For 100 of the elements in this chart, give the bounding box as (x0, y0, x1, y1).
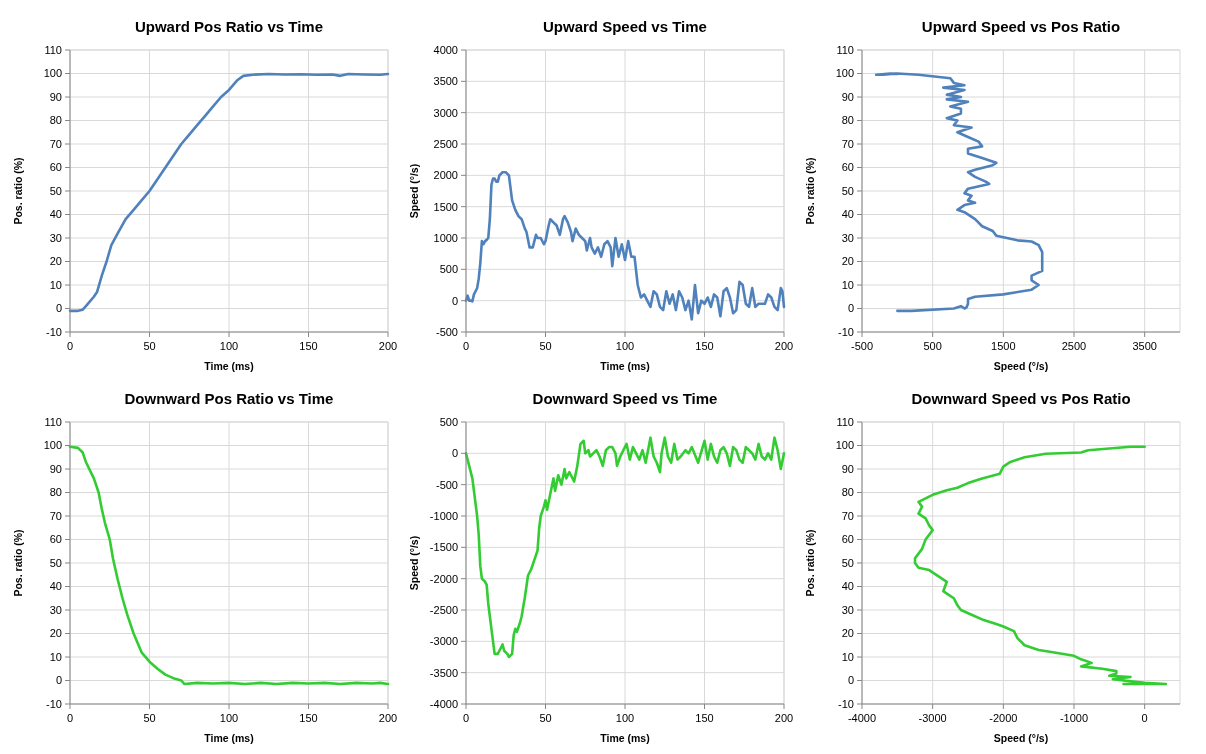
y-tick-label: 80 (841, 486, 854, 499)
y-tick-label: 70 (841, 509, 854, 522)
y-tick-label: 50 (841, 184, 854, 197)
y-tick-label: 90 (841, 462, 854, 475)
x-tick-label: 200 (774, 712, 794, 724)
y-tick-label: -10 (46, 325, 62, 338)
x-tick-label: 100 (219, 340, 239, 352)
y-tick-label: 110 (44, 43, 62, 56)
x-axis-title: Speed (°/s) (993, 360, 1049, 372)
chart-title: Upward Speed vs Pos Ratio (921, 18, 1121, 35)
x-axis-title: Speed (°/s) (993, 732, 1049, 744)
x-tick-label: 100 (219, 712, 239, 724)
chart-title: Downward Speed vs Pos Ratio (911, 390, 1131, 407)
y-tick-label: 10 (49, 278, 62, 291)
chart-title: Downward Pos Ratio vs Time (124, 390, 334, 407)
x-tick-label: 0 (462, 340, 470, 352)
line-series (913, 445, 1168, 686)
line-series (874, 72, 1044, 313)
chart-title: Downward Speed vs Time (532, 390, 718, 407)
y-axis-title: Pos. ratio (%) (804, 157, 816, 225)
y-tick-label: 30 (841, 231, 854, 244)
x-tick-label: 150 (695, 712, 714, 724)
y-tick-label: 100 (835, 67, 854, 80)
y-tick-label: 70 (49, 509, 62, 522)
x-tick-label: 50 (143, 712, 156, 724)
x-tick-label: -1000 (1059, 712, 1089, 724)
y-tick-label: 0 (55, 674, 62, 687)
y-tick-label: 80 (49, 114, 62, 127)
y-tick-label: 3000 (433, 106, 458, 119)
x-tick-label: 500 (923, 340, 942, 352)
y-tick-label: 0 (451, 447, 458, 460)
y-tick-label: 3500 (433, 75, 458, 88)
y-tick-label: 60 (49, 161, 62, 174)
y-tick-label: 110 (836, 43, 854, 56)
y-axis-title: Speed (°/s) (408, 163, 420, 219)
y-tick-label: 0 (55, 302, 62, 315)
line-series (464, 170, 786, 321)
y-tick-label: 4000 (433, 43, 458, 56)
x-tick-label: 200 (378, 712, 398, 724)
chart-title: Upward Pos Ratio vs Time (134, 18, 324, 35)
y-tick-label: 40 (841, 208, 854, 221)
x-axis-title: Time (ms) (600, 360, 650, 372)
y-tick-label: 20 (49, 255, 62, 268)
x-tick-label: 0 (66, 340, 74, 352)
y-tick-label: 100 (835, 439, 854, 452)
x-tick-label: 50 (143, 340, 156, 352)
y-tick-label: -3000 (429, 635, 458, 648)
y-axis-title: Speed (°/s) (408, 535, 420, 591)
y-tick-label: 500 (439, 415, 458, 428)
x-tick-label: 100 (615, 712, 635, 724)
y-tick-label: 110 (44, 415, 62, 428)
x-axis-title: Time (ms) (600, 732, 650, 744)
x-tick-label: 150 (695, 340, 714, 352)
x-tick-label: 100 (615, 340, 635, 352)
y-tick-label: 0 (847, 302, 854, 315)
x-tick-label: 1500 (991, 340, 1016, 352)
y-axis-title: Pos. ratio (%) (804, 529, 816, 597)
y-tick-label: -500 (435, 478, 458, 491)
chart-title: Upward Speed vs Time (543, 18, 707, 35)
y-axis-title: Pos. ratio (%) (12, 157, 24, 225)
y-tick-label: 30 (49, 603, 62, 616)
x-tick-label: 0 (462, 712, 470, 724)
y-tick-label: -2500 (429, 603, 458, 616)
y-tick-label: 90 (49, 90, 62, 103)
y-tick-label: 2500 (433, 137, 458, 150)
x-tick-label: 50 (539, 340, 552, 352)
y-tick-label: 100 (43, 67, 62, 80)
y-tick-label: -1000 (429, 509, 458, 522)
y-tick-label: 80 (49, 486, 62, 499)
y-tick-label: 30 (841, 603, 854, 616)
y-tick-label: -10 (46, 697, 62, 710)
y-tick-label: 90 (49, 462, 62, 475)
y-tick-label: 20 (841, 255, 854, 268)
line-series (464, 436, 786, 659)
x-tick-label: 150 (299, 340, 318, 352)
y-tick-label: 10 (841, 278, 854, 291)
x-tick-label: 0 (1141, 712, 1148, 724)
y-tick-label: 500 (439, 263, 458, 276)
y-tick-label: 1500 (433, 200, 458, 213)
x-tick-label: 200 (378, 340, 398, 352)
y-tick-label: 70 (49, 137, 62, 150)
y-tick-label: -10 (838, 697, 854, 710)
y-tick-label: 20 (841, 627, 854, 640)
x-tick-label: 150 (299, 712, 318, 724)
y-tick-label: 40 (49, 580, 62, 593)
y-tick-label: 10 (841, 650, 854, 663)
x-tick-label: 2500 (1061, 340, 1087, 352)
y-tick-label: -4000 (429, 697, 458, 710)
x-tick-label: 3500 (1132, 340, 1157, 352)
y-tick-label: 1000 (433, 231, 458, 244)
y-tick-label: 20 (49, 627, 62, 640)
y-tick-label: 50 (841, 556, 854, 569)
y-tick-label: -10 (838, 325, 854, 338)
y-tick-label: 60 (841, 161, 854, 174)
y-tick-label: 100 (43, 439, 62, 452)
y-tick-label: 110 (836, 415, 854, 428)
y-axis-title: Pos. ratio (%) (12, 529, 24, 597)
line-series (68, 72, 390, 313)
x-tick-label: 50 (539, 712, 552, 724)
y-tick-label: 60 (841, 533, 854, 546)
